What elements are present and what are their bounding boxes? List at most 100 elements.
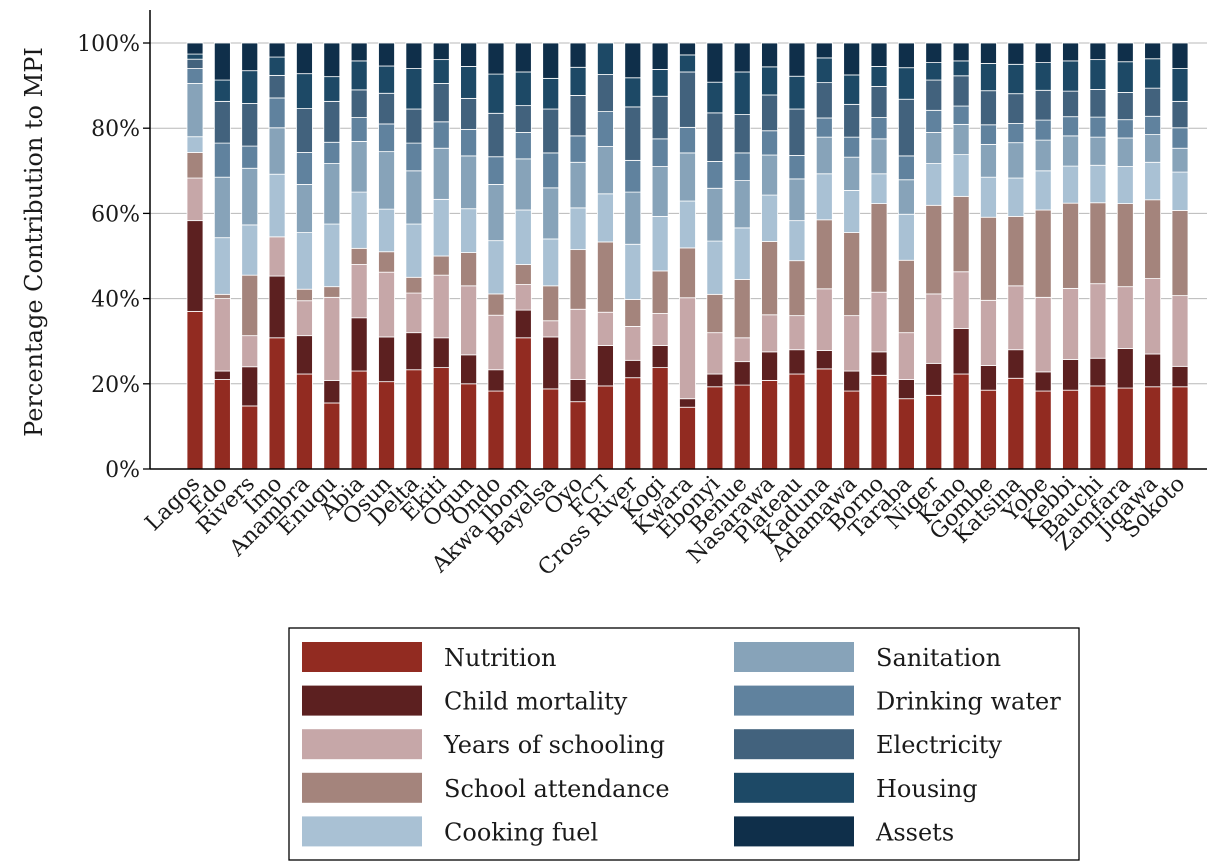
bar-segment xyxy=(843,370,861,392)
bar-segment xyxy=(268,127,286,175)
bar-segment xyxy=(296,335,313,375)
bar-segment xyxy=(569,308,587,380)
bar-segment xyxy=(1116,203,1134,288)
bar-segment xyxy=(569,207,587,251)
legend-label: Housing xyxy=(876,775,978,803)
bar-segment xyxy=(870,117,888,140)
y-axis-title: Percentage Contribution to MPI xyxy=(20,47,48,437)
bar-segment xyxy=(761,351,778,381)
bar-segment xyxy=(788,315,806,351)
bar-segment xyxy=(651,367,669,470)
bar-segment xyxy=(487,369,505,392)
bar-segment xyxy=(1062,42,1079,62)
bar-segment xyxy=(706,386,724,470)
bar-segment xyxy=(296,184,313,233)
bar-segment xyxy=(268,337,286,470)
bar-segment xyxy=(624,42,642,79)
bar-segment xyxy=(679,200,696,249)
bar-segment xyxy=(432,83,450,123)
bar-segment xyxy=(241,405,259,470)
bar-segment xyxy=(186,136,204,153)
bar-segment xyxy=(788,178,806,222)
bar-segment xyxy=(213,379,231,470)
bar-segment xyxy=(487,293,505,316)
bar-segment xyxy=(432,337,450,369)
bar-segment xyxy=(980,216,997,301)
bar-segment xyxy=(815,57,833,84)
bar-segment xyxy=(733,42,751,73)
bar-segment xyxy=(542,42,560,79)
bar-segment xyxy=(378,381,395,470)
legend-swatch xyxy=(302,729,422,760)
bar-segment xyxy=(1089,202,1107,285)
bar-segment xyxy=(542,336,560,390)
bar-segment xyxy=(1089,385,1107,470)
bar-segment xyxy=(952,195,970,273)
bar-segment xyxy=(952,42,970,62)
bar-segment xyxy=(569,66,587,96)
legend-swatch xyxy=(734,729,854,760)
bar-segment xyxy=(378,42,395,67)
bar-segment xyxy=(323,286,341,298)
bar-segment xyxy=(733,152,751,181)
legend-swatch xyxy=(734,642,854,672)
bar-segment xyxy=(706,373,724,388)
bar-segment xyxy=(241,70,259,104)
bar-segment xyxy=(569,401,587,470)
legend: Nutrition Child mortality Years of schooli… xyxy=(288,627,1080,861)
bar-segment xyxy=(815,117,833,138)
legend-swatch xyxy=(734,685,854,716)
bar-segment xyxy=(788,108,806,156)
bar-segment xyxy=(1171,171,1189,211)
bar-segment xyxy=(1062,389,1079,470)
bar-segment xyxy=(1007,63,1025,95)
bar-segment xyxy=(460,155,478,210)
legend-swatch xyxy=(302,816,422,847)
bar-segment xyxy=(350,141,368,193)
bar-segment xyxy=(1062,116,1079,137)
bar-segment xyxy=(815,173,833,221)
bar-segment xyxy=(870,173,888,205)
bar-segment xyxy=(788,155,806,180)
bar-segment xyxy=(1116,166,1134,205)
bar-segment xyxy=(1144,278,1162,355)
legend-swatch xyxy=(302,772,422,803)
bar-segment xyxy=(350,117,368,142)
bar-segment xyxy=(432,59,450,84)
bar-segment xyxy=(870,351,888,376)
bar-segment xyxy=(268,173,286,238)
bar-segment xyxy=(1034,119,1052,141)
bar-segment xyxy=(487,73,505,114)
bar-segment xyxy=(870,374,888,470)
bar-segment xyxy=(897,332,915,380)
bar-segment xyxy=(1062,359,1079,391)
bar-segment xyxy=(514,309,532,339)
bar-segment xyxy=(323,296,341,381)
bar-segment xyxy=(405,42,423,69)
bar-segment xyxy=(897,155,915,181)
y-tick-label: 80% xyxy=(91,117,140,142)
bar-segment xyxy=(296,108,313,153)
bar-segment xyxy=(679,54,696,73)
bar-segment xyxy=(1034,170,1052,211)
bar-segment xyxy=(706,332,724,375)
bar-segment xyxy=(651,270,669,314)
bar-segment xyxy=(1062,202,1079,289)
bar-segment xyxy=(460,42,478,67)
bar-segment xyxy=(761,94,778,132)
bar-segment xyxy=(733,71,751,115)
legend-label: Cooking fuel xyxy=(444,818,598,846)
bar-segment xyxy=(1144,87,1162,117)
legend-swatch xyxy=(734,772,854,803)
bar-segment xyxy=(241,42,259,72)
bar-segment xyxy=(624,159,642,193)
bar-segment xyxy=(733,337,751,363)
bar-segment xyxy=(1171,127,1189,149)
bar-segment xyxy=(651,215,669,272)
bar-segment xyxy=(296,288,313,302)
bar-segment xyxy=(815,219,833,290)
bar-segment xyxy=(952,154,970,197)
bar-segment xyxy=(1034,390,1052,470)
bar-segment xyxy=(542,152,560,189)
